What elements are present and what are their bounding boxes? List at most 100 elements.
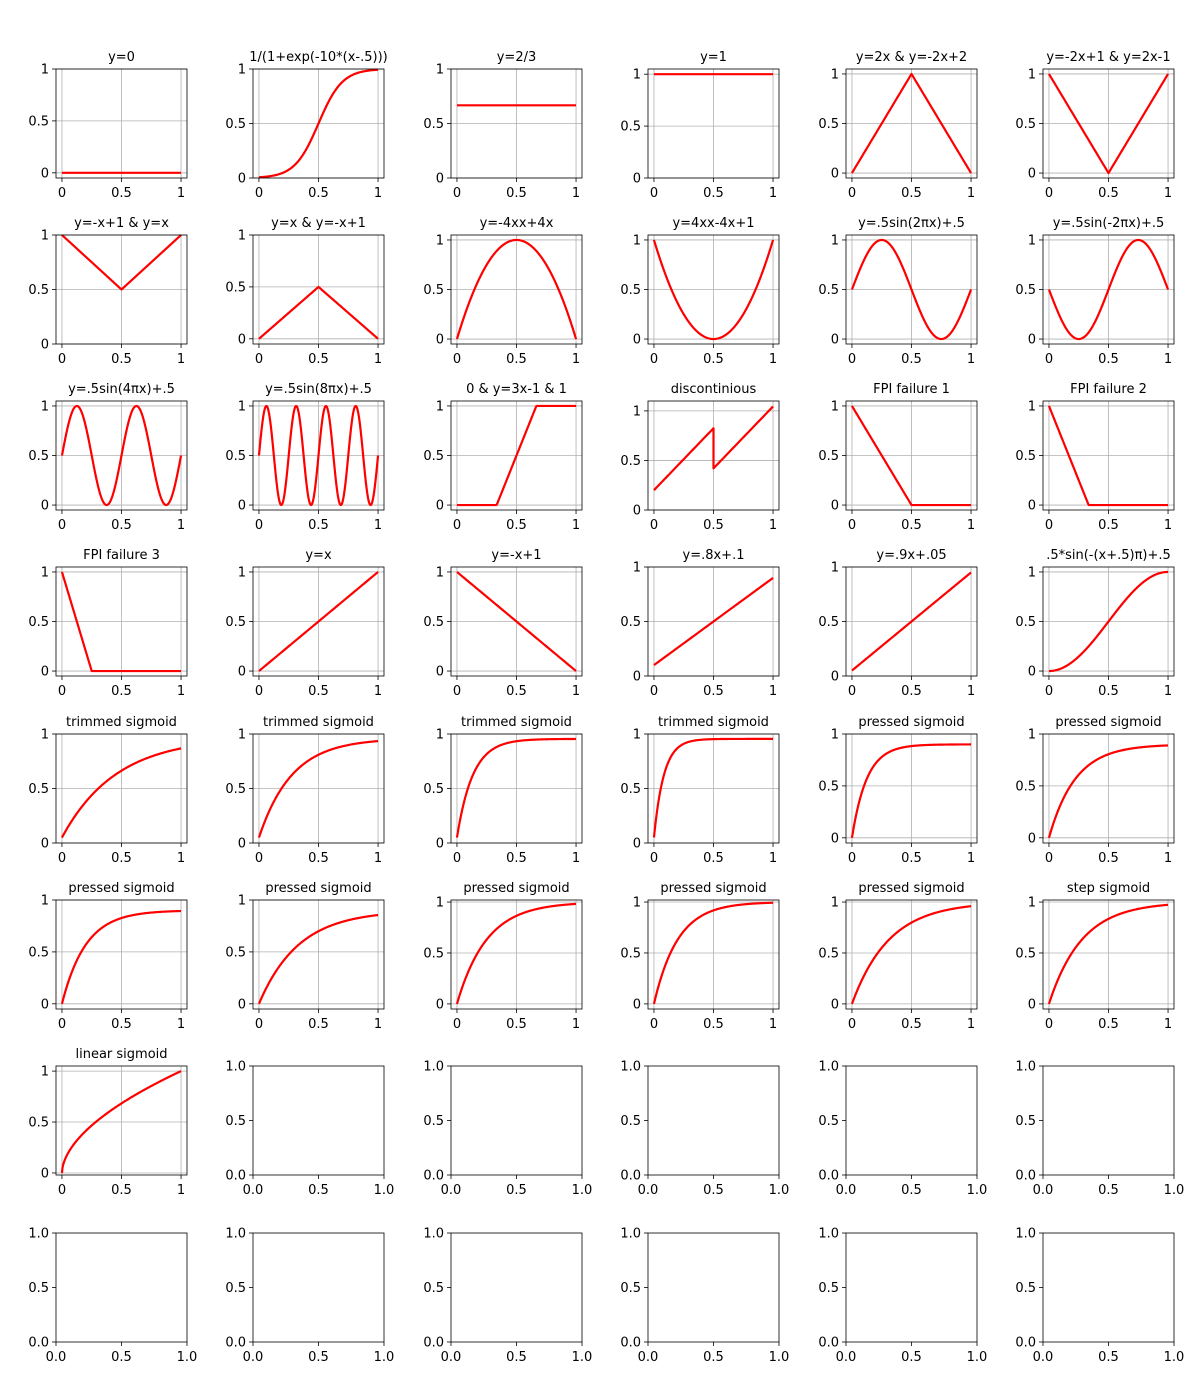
y-tick-label: 1 — [633, 728, 641, 743]
x-tick-label: 1 — [769, 186, 777, 201]
series-line — [1047, 405, 1169, 507]
subplot-svg: 0 0.5 1 0 0.5 1 y=.9x+.05 — [818, 548, 978, 699]
y-tick-label: 1.0 — [1015, 1227, 1036, 1242]
subplot-7: 0 0.5 1 0 0.5 1 y=-x+1 & y=x — [6, 205, 203, 371]
y-tick-label: 1 — [238, 728, 246, 743]
x-tick-label: 1.0 — [967, 1183, 988, 1198]
x-tick-label: 1 — [374, 186, 382, 201]
x-tick-label: 0.0 — [243, 1350, 264, 1365]
x-tick-label: 0.5 — [1098, 1183, 1119, 1198]
y-tick-label: 1.0 — [225, 1060, 246, 1075]
x-tick-label: 0 — [58, 1183, 66, 1198]
x-tick-label: 1.0 — [374, 1183, 395, 1198]
x-tick-label: 1 — [374, 352, 382, 367]
y-tick-label: 1.0 — [423, 1227, 444, 1242]
subplot-13: 0 0.5 1 0 0.5 1 y=.5sin(4πx)+.5 — [6, 371, 203, 537]
y-tick-label: 0.5 — [818, 449, 839, 464]
subplot-12: 0 0.5 1 0 0.5 1 y=.5sin(-2πx)+.5 — [993, 205, 1190, 371]
series-line — [850, 743, 972, 838]
y-tick-label: 0.0 — [620, 1169, 641, 1184]
subplot-svg: 0 0.5 100.511/(1+exp(-10*(x-.5))) — [225, 50, 387, 201]
y-tick-label: 1.0 — [818, 1227, 839, 1242]
y-tick-label: 0 — [41, 1166, 49, 1181]
x-tick-label: 0.5 — [703, 851, 724, 866]
series-line — [1047, 744, 1169, 839]
subplot-title: y=x & y=-x+1 — [271, 216, 366, 231]
x-tick-label: 0 — [1045, 518, 1053, 533]
x-tick-label: 1 — [177, 352, 185, 367]
subplot-svg: 0 0.5 1 0 0.5 1 y=x & y=-x+1 — [225, 216, 385, 367]
x-tick-label: 0.0 — [46, 1350, 67, 1365]
subplot-svg: 0 0.5 1 0 0.5 1 y=-2x+1 & y=2x-1 — [1015, 50, 1175, 201]
x-tick-label: 0.5 — [308, 518, 329, 533]
subplot-title: trimmed sigmoid — [658, 715, 769, 730]
series-line — [257, 404, 380, 507]
y-tick-label: 0.0 — [423, 1169, 444, 1184]
y-tick-label: 1 — [41, 399, 49, 414]
x-tick-label: 0.5 — [506, 352, 527, 367]
y-tick-label: 0 — [436, 997, 444, 1012]
y-tick-label: 0.5 — [423, 782, 444, 797]
subplot-title: pressed sigmoid — [858, 715, 964, 730]
y-tick-label: 0.5 — [1015, 615, 1036, 630]
y-tick-label: 1 — [41, 565, 49, 580]
x-tick-label: 0 — [255, 851, 263, 866]
subplot-27: 0 0.5 1 0 0.5 1 trimmed sigmoid — [401, 704, 598, 870]
y-tick-label: 0 — [41, 997, 49, 1012]
subplot-32: 0 0.5 1 0 0.5 1 pressed sigmoid — [203, 870, 400, 1036]
subplot-svg: 0.0 0.5 1.0 0.0 0.5 1.0 — [225, 1227, 394, 1366]
series-line — [653, 405, 774, 491]
series-line — [60, 1070, 182, 1174]
x-tick-label: 0.5 — [901, 186, 922, 201]
y-tick-label: 0.0 — [225, 1336, 246, 1351]
y-tick-label: 0.5 — [1015, 946, 1036, 961]
subplot-3: 0 0.5 1 0 0.5 1 y=2/3 — [401, 39, 598, 205]
y-tick-label: 0 — [41, 338, 49, 353]
subplot-title: linear sigmoid — [75, 1047, 167, 1062]
y-tick-label: 1 — [41, 63, 49, 78]
y-tick-label: 0.5 — [28, 449, 49, 464]
x-tick-label: 0.0 — [836, 1183, 857, 1198]
subplot-22: 0 0.5 1 0 0.5 1 y=.8x+.1 — [598, 537, 795, 703]
subplot-svg: 0.0 0.5 1.0 0.0 0.5 1.0 — [423, 1227, 592, 1366]
subplot-23: 0 0.5 1 0 0.5 1 y=.9x+.05 — [796, 537, 993, 703]
y-tick-label: 0.5 — [225, 117, 246, 132]
series-line — [257, 913, 379, 1005]
y-tick-label: 1 — [1028, 399, 1036, 414]
y-tick-label: 0.5 — [225, 280, 246, 295]
y-tick-label: 0.5 — [225, 615, 246, 630]
subplot-43: 0.0 0.5 1.0 0.0 0.5 1.0 — [6, 1203, 203, 1369]
x-tick-label: 1.0 — [1164, 1183, 1185, 1198]
y-tick-label: 0.5 — [620, 615, 641, 630]
subplot-title: pressed sigmoid — [660, 881, 766, 896]
subplot-title: y=-x+1 — [491, 548, 541, 563]
y-tick-label: 0 — [1028, 333, 1036, 348]
subplot-svg: 0 0.5 1 0 0.5 1 discontinious — [620, 382, 780, 533]
subplot-4: 0 0.5 1 0 0.5 1 y=1 — [598, 39, 795, 205]
series-line — [1047, 903, 1169, 1005]
y-tick-label: 1 — [41, 1065, 49, 1080]
subplot-svg: 0 0.5 1 0 0.5 1 y=.5sin(-2πx)+.5 — [1015, 216, 1175, 367]
y-tick-label: 0.5 — [818, 1114, 839, 1129]
x-tick-label: 1 — [769, 518, 777, 533]
x-tick-label: 0 — [58, 684, 66, 699]
axes-frame — [252, 1232, 385, 1343]
x-tick-label: 0 — [1045, 684, 1053, 699]
x-tick-label: 0.5 — [901, 851, 922, 866]
y-tick-label: 0.5 — [818, 283, 839, 298]
x-tick-label: 1 — [967, 186, 975, 201]
y-tick-label: 1 — [1028, 67, 1036, 82]
subplot-svg: 0 0.5 1 0 0.5 1 y=.5sin(8πx)+.5 — [225, 382, 385, 533]
subplot-svg: 0.0 0.5 1.0 0.0 0.5 1.0 — [1015, 1060, 1185, 1199]
subplot-35: 0 0.5 1 0 0.5 1 pressed sigmoid — [796, 870, 993, 1036]
y-tick-label: 0 — [633, 670, 641, 685]
x-tick-label: 0.0 — [1033, 1183, 1054, 1198]
subplot-16: 0 0.5 1 0 0.5 1 discontinious — [598, 371, 795, 537]
x-tick-label: 0.5 — [308, 1350, 329, 1365]
subplot-svg: 0 0.5 1 0 0.5 1 y=0 — [28, 50, 188, 201]
y-tick-label: 0 — [1028, 665, 1036, 680]
x-tick-label: 1 — [177, 518, 185, 533]
series-line — [1047, 238, 1170, 341]
x-tick-label: 1 — [572, 1017, 580, 1032]
subplot-svg: 0 0.5 1 0 0.5 1 trimmed sigmoid — [620, 715, 780, 866]
